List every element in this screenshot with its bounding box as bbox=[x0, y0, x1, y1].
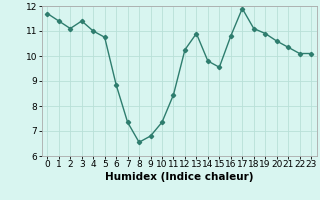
X-axis label: Humidex (Indice chaleur): Humidex (Indice chaleur) bbox=[105, 172, 253, 182]
